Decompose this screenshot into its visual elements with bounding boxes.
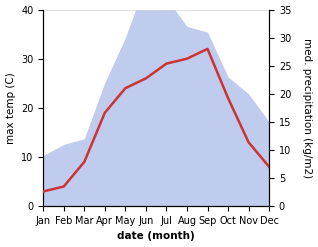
Y-axis label: max temp (C): max temp (C) (5, 72, 16, 144)
X-axis label: date (month): date (month) (117, 231, 195, 242)
Y-axis label: med. precipitation (kg/m2): med. precipitation (kg/m2) (302, 38, 313, 178)
